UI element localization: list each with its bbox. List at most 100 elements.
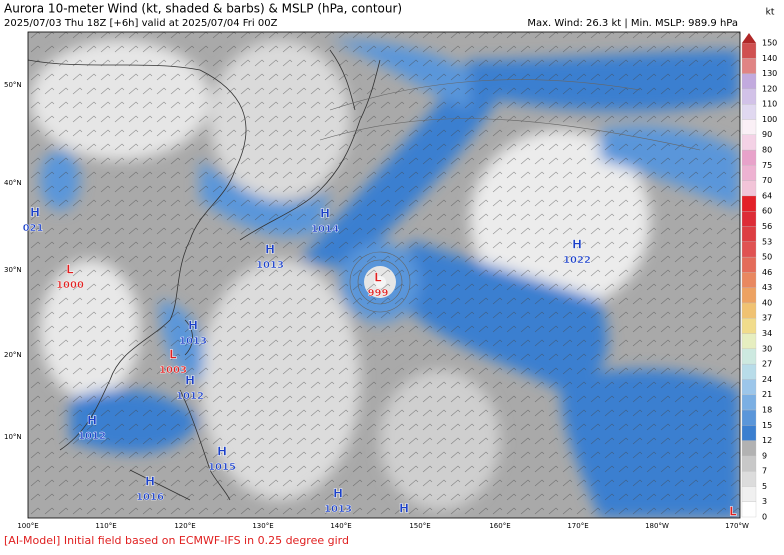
latitude-label: 40°N [4, 179, 22, 187]
pressure-center-letter: H [320, 207, 330, 221]
colorbar-swatch [741, 409, 757, 426]
latitude-label: 30°N [4, 266, 22, 274]
colorbar-swatch [741, 272, 757, 288]
pressure-center-letter: L [169, 348, 177, 362]
longitude-label: 110°E [95, 522, 116, 530]
colorbar-label: 15 [762, 421, 772, 430]
colorbar-unit: kt [766, 8, 775, 18]
longitude-label: 170°E [567, 522, 588, 530]
pressure-center-letter: L [729, 505, 737, 519]
latitude-label: 10°N [4, 433, 22, 441]
colorbar-label: 5 [762, 482, 767, 491]
pressure-center-letter: H [145, 475, 155, 489]
pressure-center-value: 1012 [176, 391, 204, 402]
pressure-center-value: 1013 [324, 504, 352, 515]
pressure-center-value: 1015 [208, 462, 236, 473]
colorbar-label: 60 [762, 207, 772, 216]
colorbar-swatch [741, 134, 757, 151]
pressure-center-letter: H [572, 238, 582, 252]
colorbar-swatch [741, 165, 757, 181]
colorbar-swatch [741, 180, 757, 197]
pressure-center-value: 1012 [78, 431, 106, 442]
longitude-label: 100°E [17, 522, 38, 530]
colorbar-label: 120 [762, 84, 777, 93]
colorbar-swatch [741, 211, 757, 227]
colorbar-label: 53 [762, 237, 772, 246]
longitude-label: 170°W [725, 522, 749, 530]
colorbar-swatch [741, 104, 757, 120]
pressure-center-letter: L [374, 271, 382, 285]
colorbar-label: 43 [762, 283, 772, 292]
colorbar-label: 140 [762, 54, 777, 63]
colorbar-label: 30 [762, 344, 772, 353]
colorbar-label: 64 [762, 191, 772, 200]
pressure-center-value: 1014 [311, 224, 339, 235]
colorbar-swatch [741, 287, 757, 304]
colorbar-swatch [741, 42, 757, 59]
colorbar-label: 70 [762, 176, 772, 185]
longitude-label: 130°E [252, 522, 273, 530]
colorbar-label: 27 [762, 360, 772, 369]
pressure-center-letter: H [188, 319, 198, 333]
colorbar-swatch [741, 425, 757, 441]
map-area [28, 32, 740, 518]
pressure-center-value: 1013 [256, 260, 284, 271]
colorbar-swatch [741, 302, 757, 319]
pressure-center-letter: H [87, 414, 97, 428]
colorbar-swatch [741, 149, 757, 166]
colorbar-label: 50 [762, 253, 772, 262]
colorbar-label: 37 [762, 314, 772, 323]
colorbar-swatch [741, 455, 757, 472]
pressure-center-letter: H [265, 243, 275, 257]
colorbar-label: 24 [762, 375, 772, 384]
colorbar-label: 130 [762, 69, 777, 78]
colorbar-swatch [741, 486, 757, 502]
colorbar-label: 56 [762, 222, 772, 231]
longitude-label: 180°W [645, 522, 669, 530]
colorbar-label: 75 [762, 161, 772, 170]
stats: Max. Wind: 26.3 kt | Min. MSLP: 989.9 hP… [527, 18, 738, 29]
longitude-label: 120°E [174, 522, 195, 530]
colorbar-label: 40 [762, 298, 772, 307]
pressure-center-letter: H [185, 374, 195, 388]
colorbar-label: 34 [762, 329, 772, 338]
footer-note: [AI-Model] Initial field based on ECMWF-… [4, 534, 349, 547]
subtitle: 2025/07/03 Thu 18Z [+6h] valid at 2025/0… [4, 18, 278, 29]
colorbar-swatch [741, 440, 757, 456]
colorbar-label: 9 [762, 451, 767, 460]
colorbar-label: 46 [762, 268, 772, 277]
latitude-label: 20°N [4, 351, 22, 359]
colorbar-swatch [741, 501, 757, 518]
pressure-center-value: 1022 [563, 255, 591, 266]
colorbar-swatch [741, 318, 757, 334]
colorbar-swatch [741, 195, 757, 212]
colorbar-label: 100 [762, 115, 777, 124]
pressure-center-letter: H [333, 487, 343, 501]
longitude-label: 140°E [330, 522, 351, 530]
colorbar-arrow [742, 33, 756, 43]
colorbar-label: 80 [762, 146, 772, 155]
colorbar-label: 18 [762, 405, 772, 414]
colorbar-label: 90 [762, 130, 772, 139]
pressure-center-value: 1013 [179, 336, 207, 347]
colorbar-swatch [741, 73, 757, 90]
coastlines [28, 49, 381, 501]
colorbar-swatch [741, 88, 757, 105]
colorbar-label: 7 [762, 467, 767, 476]
pressure-center-value: 999 [368, 288, 389, 299]
longitude-label: 150°E [409, 522, 430, 530]
pressure-center-value: 1003 [159, 365, 187, 376]
colorbar-label: 12 [762, 436, 772, 445]
colorbar-label: 150 [762, 39, 777, 48]
colorbar-label: 21 [762, 390, 772, 399]
wind-barbs [28, 32, 740, 518]
colorbar-swatch [741, 58, 757, 74]
pressure-center-letter: H [399, 502, 409, 516]
map-frame [27, 31, 741, 519]
isobars [319, 79, 701, 313]
longitude-label: 160°E [489, 522, 510, 530]
colorbar-swatch [741, 470, 757, 487]
colorbar-swatch [741, 256, 757, 273]
colorbar-label: 0 [762, 513, 767, 522]
